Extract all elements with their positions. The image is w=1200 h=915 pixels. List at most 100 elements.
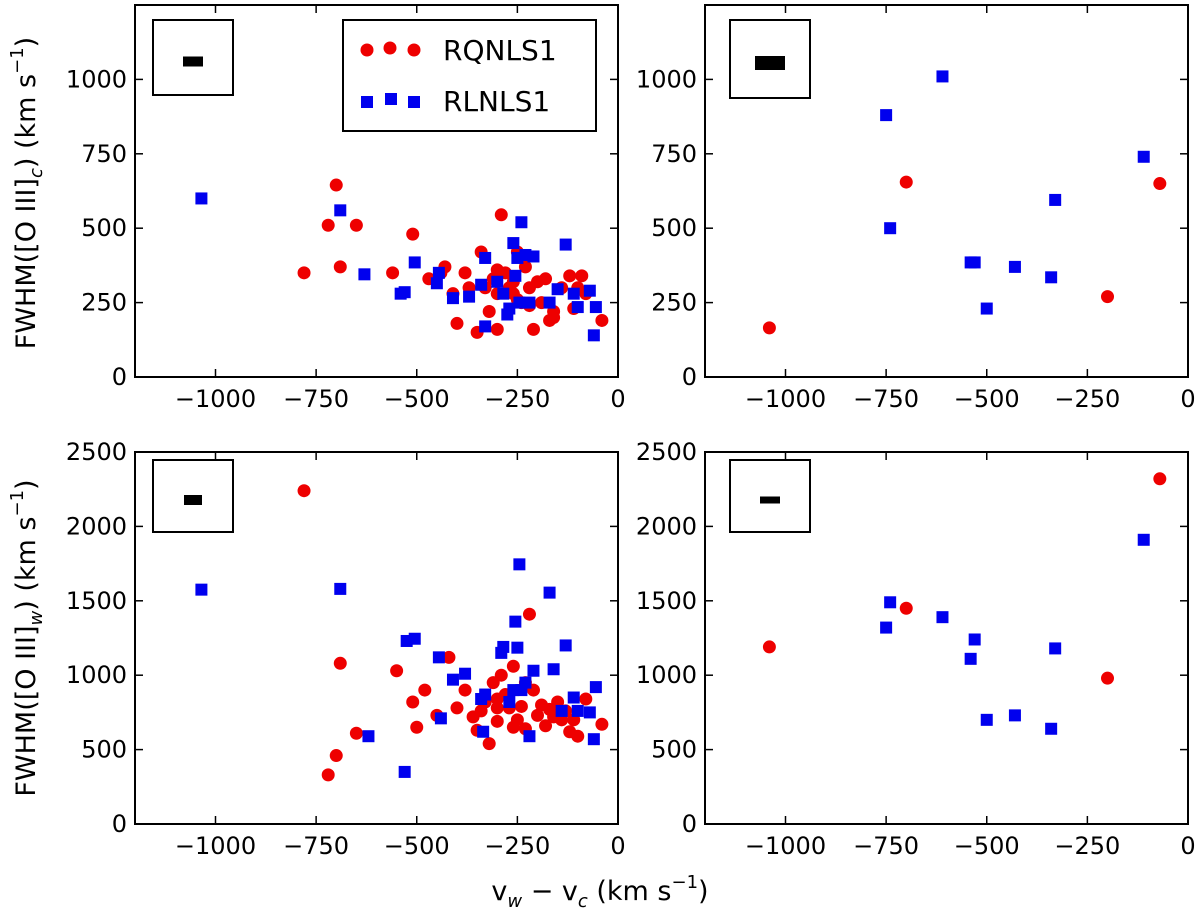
panels: −1000 −750 −500 −250 0 0 250 500 750 1000 −1000 −75… [66, 4, 1196, 860]
x-tick-label: −500 [384, 832, 450, 860]
point-rqnls1 [406, 227, 420, 241]
x-tick-label: −1000 [745, 385, 826, 413]
point-rlnls1 [547, 663, 560, 676]
point-rqnls1 [595, 313, 609, 327]
point-rlnls1 [513, 296, 526, 309]
legend-marker-square [385, 93, 397, 105]
point-rqnls1 [418, 683, 432, 697]
point-rlnls1 [446, 292, 459, 305]
error-marker [760, 496, 780, 504]
point-rlnls1 [1049, 642, 1062, 655]
point-rqnls1 [539, 272, 553, 286]
legend-box [342, 19, 597, 132]
point-rqnls1 [490, 322, 504, 336]
y-axis-title-top: FWHM([O III]c) (km s−1) [7, 37, 47, 349]
y-tick-label: 2000 [66, 512, 127, 540]
panel-bottom-left: −1000 −750 −500 −250 0 0 500 1000 1500 2000 2500 [66, 438, 626, 860]
point-rlnls1 [880, 109, 893, 122]
point-rqnls1 [321, 218, 335, 232]
x-tick-label: 0 [1180, 385, 1195, 413]
y-tick-label: 500 [651, 736, 697, 764]
point-rlnls1 [491, 275, 504, 288]
point-rlnls1 [880, 621, 893, 634]
y-tick-label: 2500 [636, 438, 697, 466]
point-rlnls1 [497, 287, 510, 300]
point-rlnls1 [479, 251, 492, 264]
point-rlnls1 [463, 290, 476, 303]
x-tick-label: −500 [954, 385, 1020, 413]
x-tick-label: −750 [283, 832, 349, 860]
x-tick-label: −1000 [745, 832, 826, 860]
point-rqnls1 [482, 305, 496, 319]
point-rlnls1 [523, 730, 536, 743]
error-marker [184, 495, 202, 505]
panel-top-right: −1000 −750 −500 −250 0 0 250 500 750 1000 [636, 4, 1196, 413]
point-rlnls1 [589, 681, 602, 694]
point-rqnls1 [563, 269, 577, 283]
x-tick-label: −500 [954, 832, 1020, 860]
point-rlnls1 [980, 713, 993, 726]
point-rqnls1 [406, 695, 420, 709]
x-tick-label: −250 [1054, 832, 1120, 860]
plot-frame [704, 451, 1189, 825]
y-tick-label: 0 [682, 363, 697, 391]
point-rlnls1 [589, 301, 602, 314]
panel-top-left: −1000 −750 −500 −250 0 0 250 500 750 1000 [66, 4, 626, 413]
point-rqnls1 [522, 607, 536, 621]
point-rlnls1 [543, 296, 556, 309]
error-inset-box [729, 459, 811, 533]
point-rlnls1 [497, 640, 510, 653]
x-tick-label: 0 [610, 832, 625, 860]
x-tick-label: −250 [484, 385, 550, 413]
point-rqnls1 [490, 701, 504, 715]
point-rqnls1 [762, 321, 776, 335]
point-rqnls1 [575, 269, 589, 283]
point-rlnls1 [968, 633, 981, 646]
point-rqnls1 [490, 714, 504, 728]
point-rlnls1 [459, 667, 472, 680]
point-rqnls1 [458, 683, 472, 697]
x-tick-label: −750 [853, 385, 919, 413]
point-rqnls1 [571, 729, 585, 743]
legend-marker-circle [407, 43, 421, 57]
point-rqnls1 [899, 601, 913, 615]
point-rlnls1 [477, 725, 490, 738]
point-rlnls1 [884, 596, 897, 609]
x-tick-label: −750 [853, 832, 919, 860]
point-rlnls1 [527, 664, 540, 677]
y-tick-label: 500 [651, 214, 697, 242]
point-rlnls1 [503, 302, 516, 315]
point-rlnls1 [515, 216, 528, 229]
point-rlnls1 [587, 733, 600, 746]
plot-frame [134, 451, 619, 825]
point-rqnls1 [506, 659, 520, 673]
point-rqnls1 [762, 640, 776, 654]
legend-marker-square [361, 96, 373, 108]
point-rqnls1 [321, 768, 335, 782]
point-rlnls1 [432, 651, 445, 664]
point-rlnls1 [507, 237, 520, 250]
legend-marker-square [408, 96, 420, 108]
point-rlnls1 [543, 586, 556, 599]
point-rlnls1 [1008, 709, 1021, 722]
point-rlnls1 [195, 192, 208, 205]
legend-label-rlnls1: RLNLS1 [443, 85, 550, 118]
point-rqnls1 [514, 699, 528, 713]
point-rlnls1 [1137, 150, 1150, 163]
point-rlnls1 [555, 704, 568, 717]
error-inset-box [152, 19, 234, 96]
point-rlnls1 [567, 691, 580, 704]
point-rlnls1 [398, 765, 411, 778]
plot-frame [134, 4, 619, 378]
point-rlnls1 [527, 250, 540, 263]
point-rlnls1 [1008, 260, 1021, 273]
point-rqnls1 [450, 316, 464, 330]
point-rqnls1 [539, 719, 553, 733]
point-rlnls1 [509, 615, 522, 628]
panel-bottom-right: −1000 −750 −500 −250 0 0 500 1000 1500 2000 2500 [636, 438, 1196, 860]
legend-marker-circle [360, 43, 374, 57]
point-rlnls1 [334, 582, 347, 595]
y-tick-label: 500 [81, 214, 127, 242]
y-tick-label: 0 [112, 363, 127, 391]
